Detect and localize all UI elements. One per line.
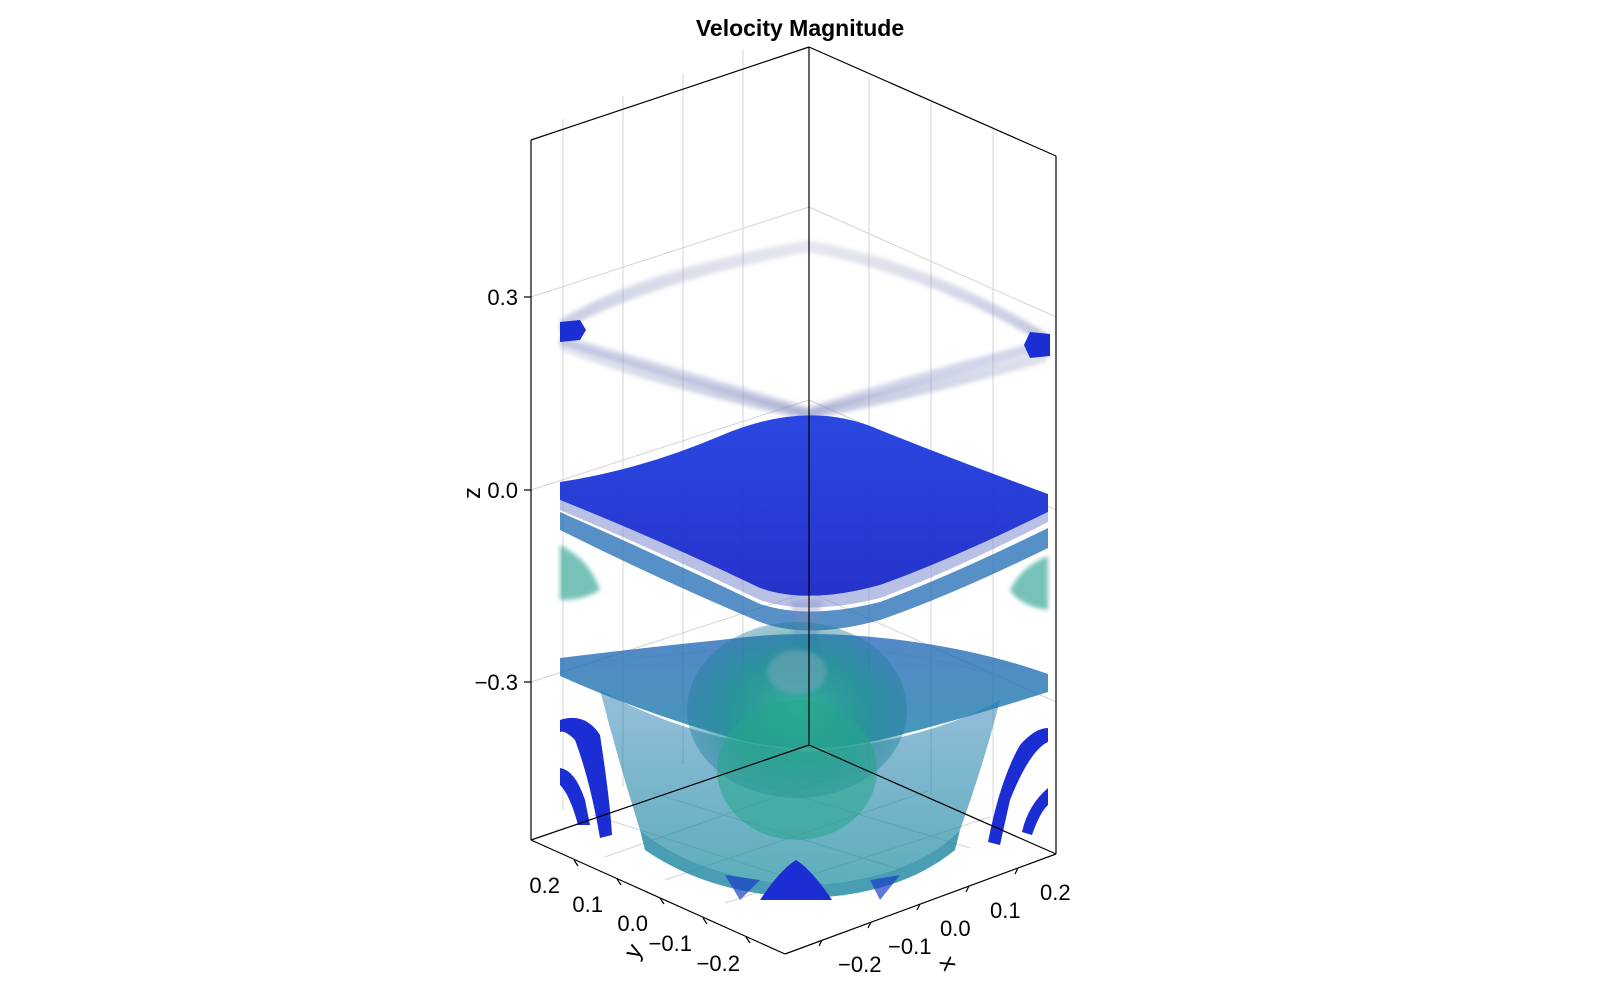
y-tick-label: −0.2: [697, 951, 740, 976]
y-tick-label: 0.0: [617, 911, 648, 936]
y-tick-label: 0.1: [572, 892, 603, 917]
x-tick-label: 0.1: [990, 898, 1021, 923]
teal-bulb: [687, 622, 907, 840]
z-tick-labels: 0.3 0.0 −0.3: [475, 285, 518, 695]
left-teal-wisp: [560, 545, 600, 600]
x-axis-label: x: [934, 951, 963, 975]
z-tick-label: 0.3: [487, 285, 518, 310]
z-axis-label: z: [459, 487, 486, 499]
base-spike: [760, 860, 832, 900]
upper-right-cap: [1024, 332, 1050, 358]
left-horn: [560, 717, 612, 838]
axis-frame: [530, 46, 1057, 955]
left-small-horn: [560, 768, 590, 825]
z-tick-label: −0.3: [475, 670, 518, 695]
x-tick-label: 0.0: [940, 916, 971, 941]
volume-render: [558, 240, 1050, 900]
y-tick-labels: 0.2 0.1 0.0 −0.1 −0.2: [529, 873, 740, 976]
upper-faint-sheet: [558, 240, 1050, 420]
x-tick-labels: −0.2 −0.1 0.0 0.1 0.2: [838, 880, 1071, 977]
base-shadow: [725, 875, 900, 900]
x-tick-label: −0.2: [838, 952, 881, 977]
y-tick-label: −0.1: [649, 931, 692, 956]
y-tick-label: 0.2: [529, 873, 560, 898]
tick-marks: [524, 296, 1019, 947]
upper-left-cap: [560, 320, 586, 342]
right-horn: [988, 728, 1048, 845]
right-small-horn: [1022, 788, 1048, 835]
y-axis-label: y: [619, 939, 648, 963]
x-tick-label: −0.1: [888, 934, 931, 959]
right-teal-wisp: [1010, 556, 1048, 610]
z-tick-label: 0.0: [487, 478, 518, 503]
x-tick-label: 0.2: [1040, 880, 1071, 905]
blue-dome-sheet: [560, 415, 1048, 631]
chart-title: Velocity Magnitude: [696, 15, 904, 41]
